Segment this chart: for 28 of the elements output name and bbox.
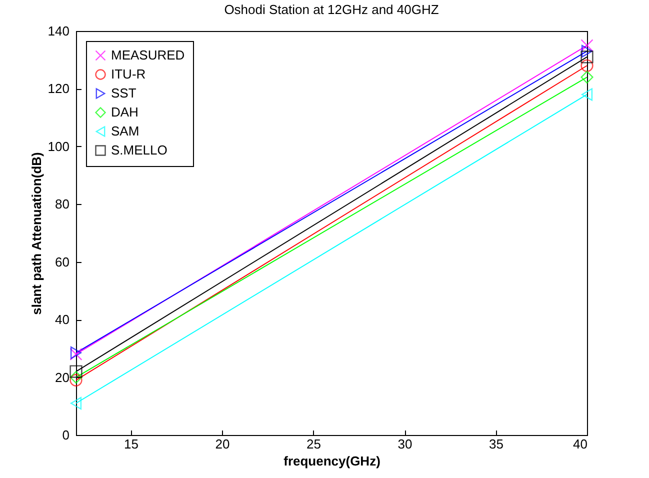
y-tick-label: 100 xyxy=(48,138,70,154)
y-tick-label: 60 xyxy=(55,254,70,270)
point xyxy=(70,374,82,386)
point xyxy=(70,370,82,384)
point xyxy=(580,70,594,84)
y-axis-title: slant path Attenuation(dB) xyxy=(28,152,44,315)
y-tick-label: 0 xyxy=(62,428,70,442)
legend-label: SAM xyxy=(111,124,140,138)
legend-label: SST xyxy=(111,86,136,100)
y-tick-label: 120 xyxy=(48,81,70,96)
legend-label: DAH xyxy=(111,104,138,120)
legend-label: S.MELLO xyxy=(111,142,168,158)
x-axis-title: frequency(GHz) xyxy=(284,454,380,468)
y-tick-label: 140 xyxy=(48,24,70,38)
x-tick-label: 25 xyxy=(306,436,321,452)
point xyxy=(70,365,82,378)
x-tick-label: 35 xyxy=(489,436,504,452)
x-tick-label: 30 xyxy=(398,436,412,452)
point xyxy=(580,59,594,72)
y-tick-label: 20 xyxy=(55,370,70,385)
x-tick-label: 40 xyxy=(573,436,588,452)
x-tick-label: 15 xyxy=(124,436,138,452)
y-tick-label: 40 xyxy=(55,312,70,328)
legend-label: ITU-R xyxy=(111,66,146,82)
y-tick-label: 80 xyxy=(55,196,70,212)
x-tick-label: 20 xyxy=(215,436,230,452)
chart-title: Oshodi Station at 12GHz and 40GHZ xyxy=(224,2,439,17)
legend-label: MEASURED xyxy=(111,48,185,62)
